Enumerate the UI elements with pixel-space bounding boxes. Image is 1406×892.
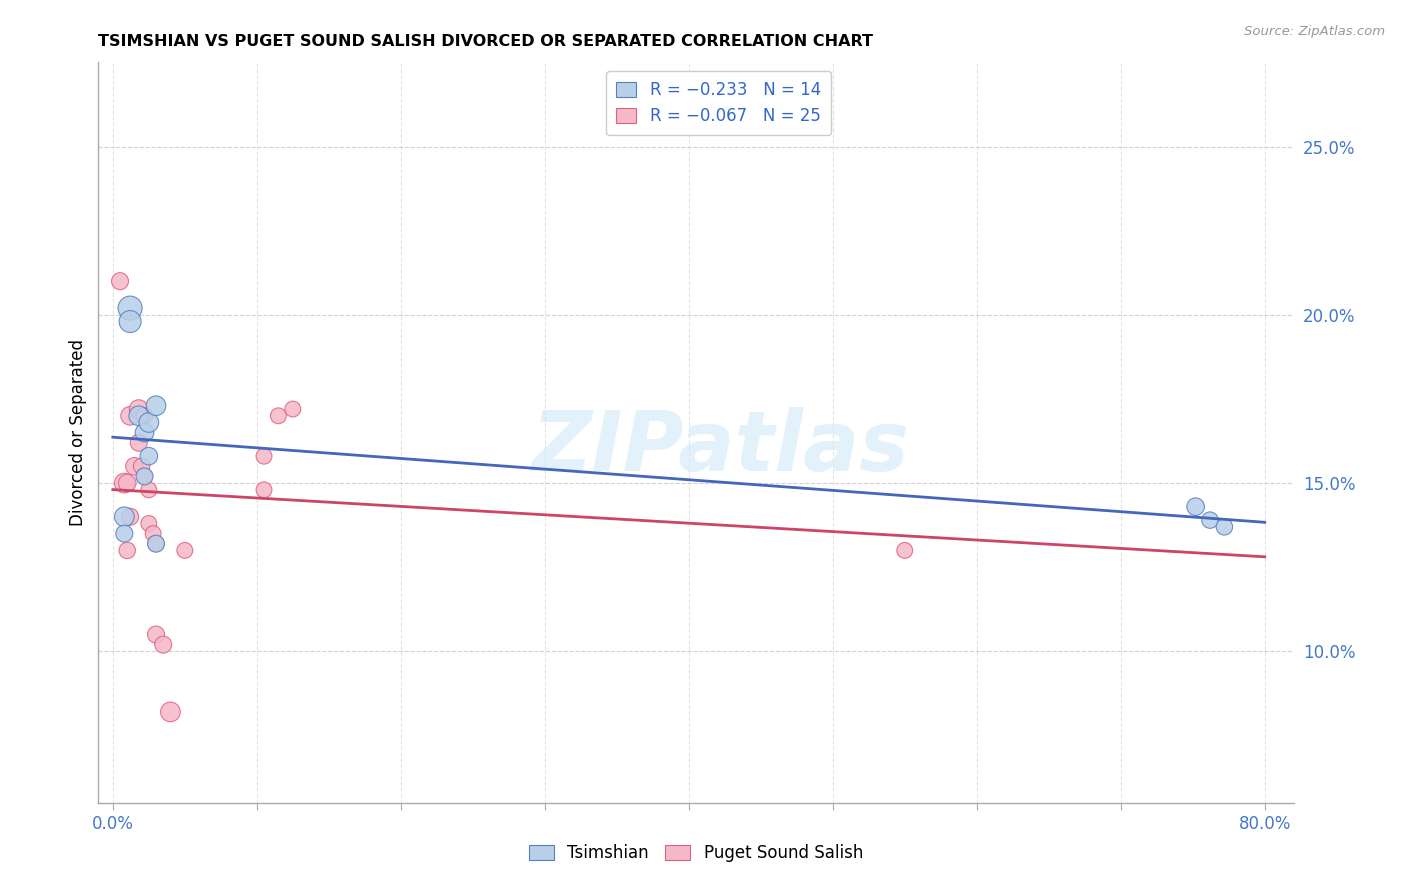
Point <box>152 638 174 652</box>
Text: Source: ZipAtlas.com: Source: ZipAtlas.com <box>1244 25 1385 38</box>
Point <box>138 449 160 463</box>
Point <box>142 526 165 541</box>
Point <box>120 301 142 315</box>
Point <box>281 402 304 417</box>
Point <box>253 449 276 463</box>
Point <box>112 509 135 524</box>
Point <box>145 536 167 550</box>
Point <box>128 409 150 423</box>
Text: ZIPatlas: ZIPatlas <box>531 407 908 488</box>
Point <box>145 627 167 641</box>
Point <box>124 459 146 474</box>
Point <box>131 459 153 474</box>
Point <box>112 476 135 491</box>
Point <box>120 409 142 423</box>
Point <box>120 509 142 524</box>
Point <box>145 399 167 413</box>
Text: TSIMSHIAN VS PUGET SOUND SALISH DIVORCED OR SEPARATED CORRELATION CHART: TSIMSHIAN VS PUGET SOUND SALISH DIVORCED… <box>98 34 873 49</box>
Point <box>134 425 156 440</box>
Point <box>128 435 150 450</box>
Point <box>134 409 156 423</box>
Point <box>134 469 156 483</box>
Point <box>173 543 195 558</box>
Point <box>138 416 160 430</box>
Legend: Tsimshian, Puget Sound Salish: Tsimshian, Puget Sound Salish <box>522 838 870 869</box>
Point <box>159 705 181 719</box>
Point <box>115 476 138 491</box>
Y-axis label: Divorced or Separated: Divorced or Separated <box>69 339 87 526</box>
Point <box>108 274 131 288</box>
Point <box>128 402 150 417</box>
Point <box>1199 513 1222 527</box>
Point <box>893 543 915 558</box>
Point <box>120 314 142 328</box>
Point <box>138 483 160 497</box>
Point <box>115 543 138 558</box>
Point <box>112 526 135 541</box>
Point <box>253 483 276 497</box>
Point <box>1184 500 1206 514</box>
Point <box>1213 520 1236 534</box>
Point <box>134 469 156 483</box>
Point <box>138 516 160 531</box>
Point <box>145 536 167 550</box>
Point <box>267 409 290 423</box>
